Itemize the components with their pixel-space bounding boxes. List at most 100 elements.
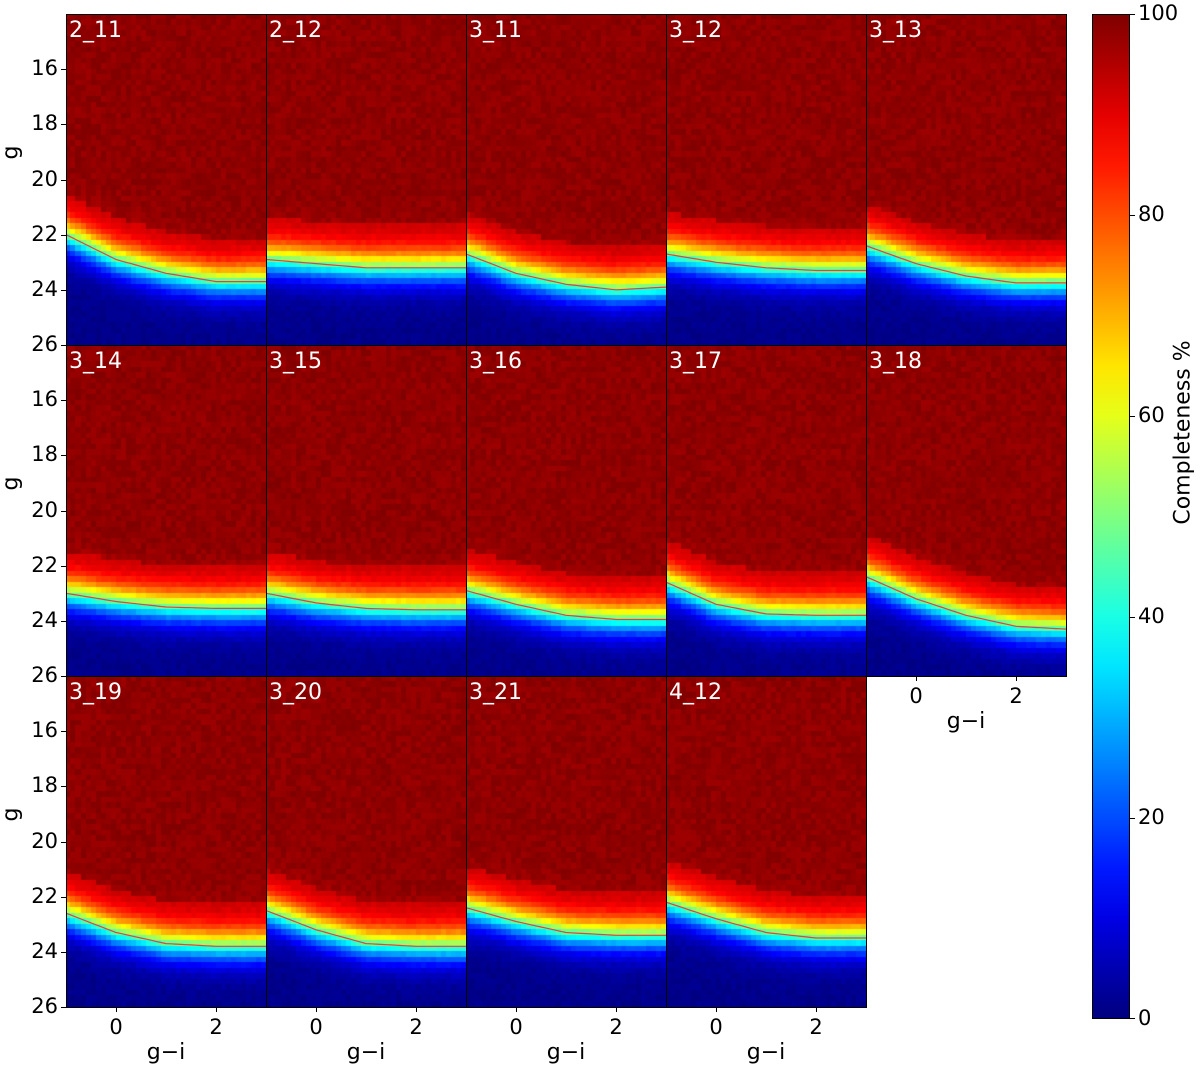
colorbar-tick-label: 80 bbox=[1138, 202, 1165, 226]
panel-label: 3_20 bbox=[269, 680, 322, 705]
heatmap-cells bbox=[66, 14, 266, 345]
completeness-50-curve bbox=[866, 576, 1066, 630]
curve-layer bbox=[266, 592, 466, 611]
heatmap-panel-2_12: 2_12 bbox=[266, 14, 467, 346]
heatmap-panel-3_14: 3_14 bbox=[66, 345, 267, 677]
y-tick-label: 20 bbox=[31, 497, 58, 522]
heatmap-cells bbox=[466, 345, 666, 676]
heatmap-panel-3_21: 3_21 bbox=[466, 676, 667, 1008]
y-tick-mark bbox=[61, 124, 66, 126]
heatmap-cells bbox=[466, 676, 666, 1007]
y-axis-label: g bbox=[0, 145, 24, 159]
heatmap-panel-3_12: 3_12 bbox=[666, 14, 867, 346]
curve-layer bbox=[66, 592, 266, 609]
curve-layer bbox=[666, 581, 866, 616]
x-tick-label: 2 bbox=[1009, 684, 1023, 708]
y-tick-mark bbox=[61, 676, 66, 677]
heatmap-cells bbox=[666, 676, 866, 1007]
heatmap-panel-3_13: 3_13 bbox=[866, 14, 1067, 346]
heatmap-cells bbox=[66, 676, 266, 1007]
completeness-50-curve bbox=[266, 909, 466, 947]
colorbar bbox=[1092, 14, 1130, 1019]
y-tick-label: 22 bbox=[31, 221, 58, 246]
x-tick-mark bbox=[516, 1007, 517, 1012]
curve-layer bbox=[666, 901, 866, 939]
colorbar-tick-label: 60 bbox=[1138, 403, 1165, 427]
x-axis-label: g−i bbox=[546, 1040, 586, 1065]
heatmap-cells bbox=[66, 345, 266, 676]
heatmap-panel-3_15: 3_15 bbox=[266, 345, 467, 677]
y-tick-mark bbox=[61, 400, 66, 402]
panel-label: 3_19 bbox=[69, 680, 122, 705]
x-tick-label: 0 bbox=[309, 1015, 323, 1039]
heatmap-cells bbox=[666, 345, 866, 676]
heatmap-cells bbox=[266, 345, 466, 676]
y-tick-label: 26 bbox=[31, 332, 58, 356]
y-tick-mark bbox=[61, 951, 66, 953]
curve-layer bbox=[466, 589, 666, 621]
heatmap-panel-2_11: 2_11 bbox=[66, 14, 267, 346]
heatmap-cells bbox=[266, 676, 466, 1007]
completeness-50-curve bbox=[666, 253, 866, 272]
heatmap-cells bbox=[866, 14, 1066, 345]
heatmap-panel-3_11: 3_11 bbox=[466, 14, 667, 346]
colorbar-tick-mark bbox=[1130, 1018, 1135, 1019]
panel-label: 3_16 bbox=[469, 349, 522, 374]
curve-layer bbox=[266, 258, 466, 269]
y-tick-label: 22 bbox=[31, 883, 58, 908]
x-tick-mark bbox=[816, 1007, 817, 1012]
curve-layer bbox=[266, 909, 466, 947]
panel-label: 3_11 bbox=[469, 18, 522, 43]
y-tick-mark bbox=[61, 455, 66, 457]
panel-label: 2_11 bbox=[69, 18, 122, 43]
y-tick-label: 18 bbox=[31, 111, 58, 136]
completeness-50-curve bbox=[666, 581, 866, 616]
y-tick-label: 18 bbox=[31, 442, 58, 467]
x-tick-label: 0 bbox=[109, 1015, 123, 1039]
y-tick-mark bbox=[61, 841, 66, 843]
panel-label: 3_21 bbox=[469, 680, 522, 705]
y-tick-mark bbox=[61, 1007, 66, 1008]
colorbar-tick-mark bbox=[1130, 14, 1135, 15]
y-tick-label: 26 bbox=[31, 994, 58, 1018]
heatmap-panel-4_12: 4_12 bbox=[666, 676, 867, 1008]
x-axis-label: g−i bbox=[746, 1040, 786, 1065]
y-tick-label: 16 bbox=[31, 387, 58, 412]
y-tick-mark bbox=[61, 510, 66, 512]
y-tick-mark bbox=[61, 731, 66, 733]
completeness-50-curve bbox=[466, 253, 666, 291]
y-axis-label: g bbox=[0, 476, 24, 490]
x-tick-mark bbox=[916, 676, 917, 681]
y-tick-mark bbox=[61, 620, 66, 622]
curve-layer bbox=[666, 253, 866, 272]
x-tick-mark bbox=[616, 1007, 617, 1012]
heatmap-cells bbox=[466, 14, 666, 345]
curve-layer bbox=[66, 234, 266, 283]
curve-layer bbox=[66, 912, 266, 947]
heatmap-cells bbox=[666, 14, 866, 345]
heatmap-cells bbox=[266, 14, 466, 345]
x-axis-label: g−i bbox=[346, 1040, 386, 1065]
completeness-50-curve bbox=[266, 258, 466, 269]
x-tick-label: 2 bbox=[809, 1015, 823, 1039]
y-tick-label: 16 bbox=[31, 56, 58, 81]
x-tick-mark bbox=[316, 1007, 317, 1012]
y-tick-label: 18 bbox=[31, 773, 58, 798]
colorbar-tick-label: 100 bbox=[1138, 1, 1179, 25]
colorbar-tick-mark bbox=[1130, 818, 1135, 819]
y-axis-label: g bbox=[0, 807, 24, 821]
panel-label: 3_14 bbox=[69, 349, 122, 374]
x-tick-mark bbox=[716, 1007, 717, 1012]
y-tick-mark bbox=[61, 289, 66, 291]
y-tick-mark bbox=[61, 69, 66, 71]
x-tick-mark bbox=[116, 1007, 117, 1012]
completeness-50-curve bbox=[66, 592, 266, 609]
panel-label: 3_12 bbox=[669, 18, 722, 43]
panel-label: 3_15 bbox=[269, 349, 322, 374]
y-tick-label: 20 bbox=[31, 166, 58, 191]
curve-layer bbox=[466, 907, 666, 936]
x-tick-mark bbox=[1016, 676, 1017, 681]
y-tick-mark bbox=[61, 345, 66, 346]
completeness-50-curve bbox=[66, 234, 266, 283]
